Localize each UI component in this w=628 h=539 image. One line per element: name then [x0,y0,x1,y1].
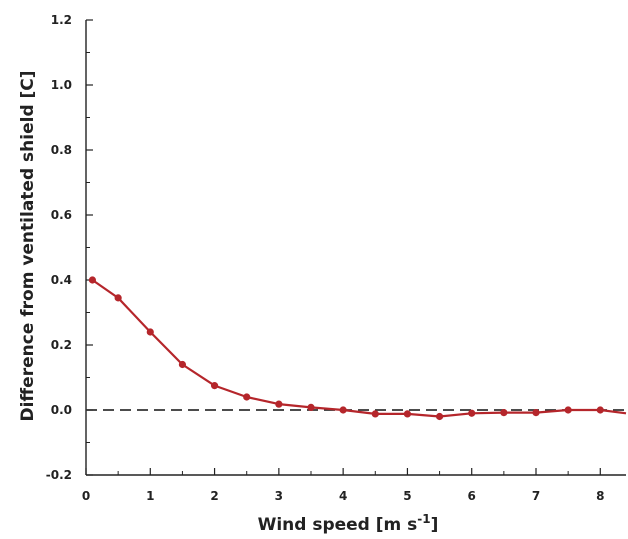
y-tick-label: 0.8 [51,143,72,157]
x-tick-label: 7 [532,489,540,503]
y-tick-label: 0.4 [51,273,72,287]
x-tick-label: 8 [596,489,604,503]
x-axis-title-main: Wind speed [m s [258,515,418,535]
data-point [210,382,219,390]
y-tick-label: 0.2 [51,338,72,352]
data-point [339,406,347,414]
x-tick-label: 1 [146,489,154,503]
x-tick-label: 6 [468,489,476,503]
data-point [403,410,412,418]
y-minor-ticks [86,52,90,443]
data-point [435,412,444,421]
y-tick-label: 0.0 [51,403,72,417]
x-tick-label: 0 [82,489,90,503]
x-tick-label: 5 [403,489,411,503]
x-major-ticks [85,468,601,475]
plot-area: -0.2 0.0 0.2 0.4 0.6 0.8 1.0 1.2 0 1 2 3 4 5 6 7 8 [46,13,627,503]
data-point [88,276,97,284]
data-point [468,409,476,417]
series-line [91,279,627,418]
x-minor-ticks [117,471,569,475]
y-tick-label: 1.0 [51,78,72,92]
x-tick-label: 3 [275,489,283,503]
y-tick-label: -0.2 [46,468,72,482]
data-point [146,328,154,336]
data-point [596,406,604,414]
y-axis-title: Difference from ventilated shield [C] [18,70,38,421]
data-point [564,406,572,414]
data-point [114,294,122,302]
x-axis-title-tail: ] [431,515,439,535]
y-tick-label: 1.2 [51,13,72,27]
data-point [307,403,315,411]
x-axis-title-sup: -1 [417,512,430,526]
x-axis-title: Wind speed [m s-1] [258,512,439,535]
data-point [371,410,379,418]
series-group [88,276,627,421]
y-tick-labels: -0.2 0.0 0.2 0.4 0.6 0.8 1.0 1.2 [46,13,72,482]
data-point [500,409,508,417]
x-tick-label: 4 [339,489,347,503]
x-tick-label: 2 [210,489,218,503]
data-point [532,409,540,417]
data-point [275,400,283,408]
data-point [178,360,187,369]
data-point [243,393,251,401]
x-tick-labels: 0 1 2 3 4 5 6 7 8 [82,489,605,503]
y-tick-label: 0.6 [51,208,72,222]
